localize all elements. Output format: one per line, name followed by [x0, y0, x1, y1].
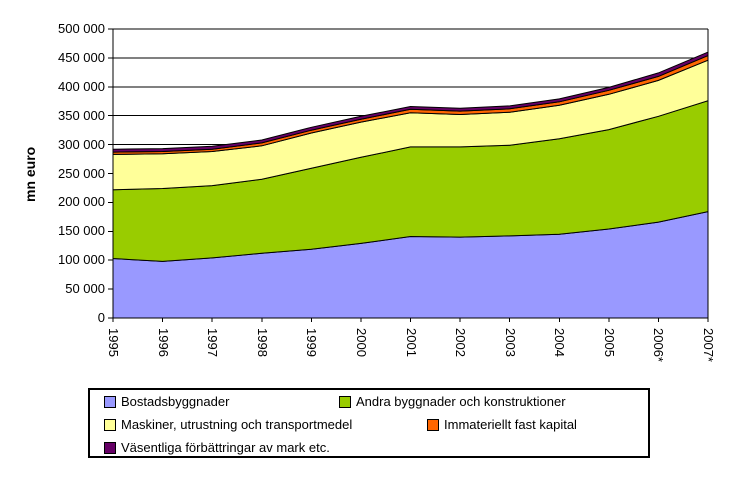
x-tick-label: 1997 — [205, 328, 221, 357]
legend-swatch — [104, 442, 116, 454]
x-tick-label: 1998 — [254, 328, 270, 357]
y-tick-label: 250 000 — [58, 165, 105, 181]
y-tick-label: 100 000 — [58, 252, 105, 268]
legend-label: Bostadsbyggnader — [121, 394, 230, 409]
x-tick-label: 2000 — [353, 328, 369, 357]
x-tick-label: 1996 — [155, 328, 171, 357]
y-tick-label: 0 — [97, 310, 105, 325]
legend-swatch — [427, 419, 439, 431]
x-tick-label: 2007* — [701, 328, 716, 362]
legend-swatch — [104, 419, 116, 431]
legend-entry: Maskiner, utrustning och transportmedel — [104, 418, 352, 432]
y-tick-label: 350 000 — [58, 107, 105, 123]
legend-label: Immateriellt fast kapital — [444, 417, 577, 432]
y-tick-label: 400 000 — [58, 78, 105, 94]
chart-legend: Bostadsbyggnader Andra byggnader och kons… — [88, 388, 650, 458]
x-tick-label: 2004 — [552, 328, 568, 357]
x-tick-label: 2003 — [502, 328, 518, 357]
x-tick-label: 2002 — [453, 328, 469, 357]
y-tick-label: 200 000 — [58, 194, 105, 210]
legend-label: Andra byggnader och konstruktioner — [356, 394, 566, 409]
legend-entry: Bostadsbyggnader — [104, 395, 229, 409]
legend-swatch — [104, 396, 116, 408]
x-tick-label: 1999 — [304, 328, 320, 357]
legend-entry: Immateriellt fast kapital — [427, 418, 577, 432]
y-tick-label: 500 000 — [58, 21, 105, 36]
y-tick-label: 450 000 — [58, 49, 105, 65]
legend-label: Väsentliga förbättringar av mark etc. — [121, 440, 330, 455]
legend-entry: Andra byggnader och konstruktioner — [339, 395, 566, 409]
x-tick-label: 2005 — [601, 328, 617, 357]
legend-label: Maskiner, utrustning och transportmedel — [121, 417, 353, 432]
x-tick-label: 1995 — [106, 328, 121, 357]
y-tick-label: 150 000 — [58, 223, 105, 239]
x-tick-label: 2006* — [651, 328, 667, 362]
y-tick-label: 300 000 — [58, 136, 105, 152]
y-tick-label: 50 000 — [65, 281, 105, 297]
x-tick-label: 2001 — [403, 328, 419, 357]
legend-swatch — [339, 396, 351, 408]
legend-entry: Väsentliga förbättringar av mark etc. — [104, 441, 330, 455]
